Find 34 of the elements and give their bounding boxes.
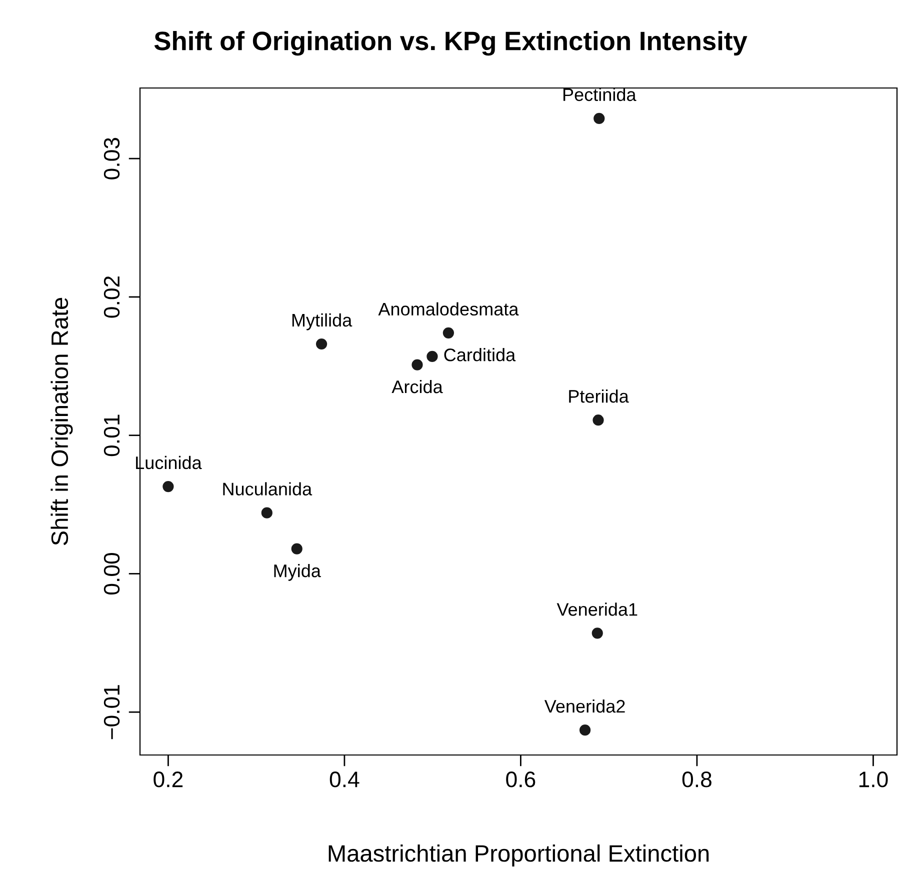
annotation: Myida xyxy=(274,564,321,581)
annotation: Mytilida xyxy=(292,313,352,330)
point xyxy=(592,628,603,639)
chart-title: Shift of Origination vs. KPg Extinction Intensity xyxy=(154,30,748,56)
point xyxy=(162,480,174,492)
y-tick-label: 0.02 xyxy=(104,276,120,318)
point xyxy=(291,543,302,554)
y-tick-label: 0.01 xyxy=(104,414,120,456)
annotation: Pteriida xyxy=(569,389,629,403)
annotation: Anomalodesmata xyxy=(378,302,519,316)
annotation: Venerida1 xyxy=(556,602,638,616)
annotation: Pectinida xyxy=(563,88,636,102)
point xyxy=(594,112,605,124)
y-tick-label: −0.01 xyxy=(104,685,120,740)
y-tick-label: 0.00 xyxy=(104,552,120,594)
point xyxy=(426,350,438,362)
y-axis-title: Shift in Origination Rate xyxy=(50,298,73,546)
y-tick-label: 0.03 xyxy=(104,138,120,180)
annotation: Venerida2 xyxy=(544,699,625,713)
x-tick-label: 0.2 xyxy=(154,772,183,788)
point xyxy=(261,507,272,518)
x-tick-label: 0.6 xyxy=(506,772,536,788)
x-axis-title: Maastrichtian Proportional Extinction xyxy=(328,844,709,866)
point xyxy=(442,327,454,338)
point xyxy=(316,338,328,350)
x-tick-label: 1.0 xyxy=(859,772,888,788)
x-tick-label: 0.8 xyxy=(682,772,712,788)
point xyxy=(592,414,604,426)
point xyxy=(412,359,423,370)
point xyxy=(579,724,591,736)
annotation: Nuculanida xyxy=(223,482,312,496)
x-tick-label: 0.4 xyxy=(330,772,360,788)
annotation: Arcida xyxy=(392,380,443,394)
annotation: Carditida xyxy=(444,348,516,362)
